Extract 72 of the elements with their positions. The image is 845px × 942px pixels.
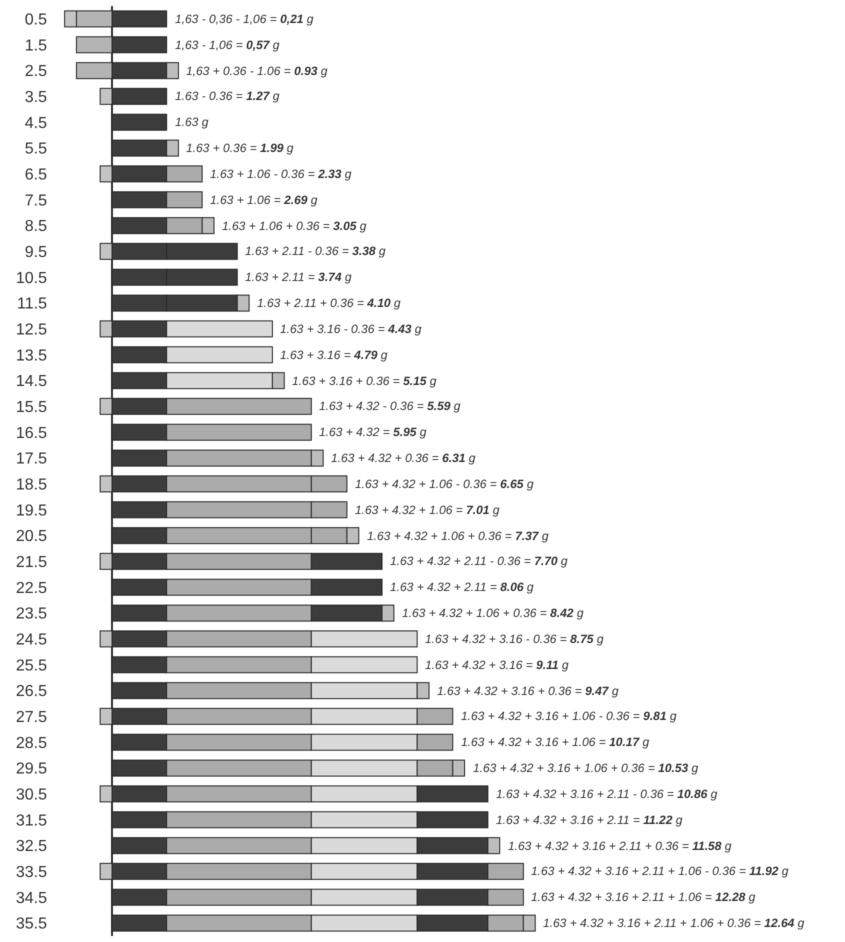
y-tick-label: 22.5 — [16, 580, 48, 597]
y-tick-label: 33.5 — [16, 864, 48, 882]
annotation: 1.63 + 2.11 + 0.36 = 4.10 g — [257, 296, 401, 310]
y-tick-label: 35.5 — [16, 916, 48, 933]
annotation: 1,63 - 0,36 - 1,06 = 0,21 g — [175, 12, 314, 26]
y-tick-label: 1.5 — [24, 37, 48, 54]
y-tick-label: 19.5 — [16, 502, 48, 520]
y-tick-label: 31.5 — [16, 812, 48, 830]
annotation: 1.63 + 4.32 + 1.06 = 7.01 g — [355, 503, 500, 517]
annotation: 1.63 + 4.32 + 3.16 + 2.11 = 11.22 g — [496, 813, 683, 827]
y-tick-label: 3.5 — [24, 89, 48, 106]
annotation: 1.63 + 4.32 + 3.16 + 1.06 + 0.36 = 10.53 g — [473, 761, 699, 775]
annotation: 1.63 + 3.16 = 4.79 g — [280, 348, 388, 362]
annotation: 1.63 + 4.32 + 3.16 + 0.36 = 9.47 g — [437, 684, 619, 698]
y-tick-label: 21.5 — [16, 554, 48, 572]
y-tick-label: 2.5 — [24, 63, 48, 80]
annotation: 1.63 + 2.11 = 3.74 g — [245, 270, 352, 284]
annotation: 1.63 + 4.32 + 1.06 + 0.36 = 8.42 g — [402, 606, 584, 620]
y-tick-label: 29.5 — [16, 760, 48, 778]
y-tick-label: 26.5 — [16, 683, 48, 700]
y-tick-label: 8.5 — [24, 218, 48, 236]
y-tick-label: 17.5 — [16, 450, 48, 468]
y-tick-label: 25.5 — [16, 657, 48, 674]
annotation: 1.63 + 0.36 = 1.99 g — [186, 141, 294, 155]
annotation: 1,63 - 1,06 = 0,57 g — [175, 38, 280, 52]
annotation: 1,63 + 0.36 - 1.06 = 0.93 g — [186, 64, 328, 78]
annotation: 1.63 + 4.32 + 3.16 - 0.36 = 8.75 g — [425, 632, 604, 646]
y-tick-label: 5.5 — [24, 140, 48, 158]
annotation: 1.63 + 4.32 + 3.16 + 2.11 + 0.36 = 11.58 g — [508, 839, 732, 853]
y-tick-label: 12.5 — [16, 322, 48, 339]
annotation: 1.63 + 3.16 + 0.36 = 5.15 g — [292, 374, 437, 388]
y-tick-label: 16.5 — [16, 424, 48, 442]
annotation: 1.63 + 1.06 - 0.36 = 2.33 g — [210, 167, 352, 181]
annotation: 1.63 + 1.06 = 2.69 g — [210, 193, 318, 207]
y-tick-label: 18.5 — [16, 476, 48, 494]
annotation: 1.63 + 4.32 + 0.36 = 6.31 g — [331, 451, 476, 465]
annotation: 1.63 + 4.32 + 3.16 + 2.11 - 0.36 = 10.86 g — [496, 787, 718, 801]
annotation: 1.63 + 4.32 + 3.16 + 1.06 - 0.36 = 9.81 g — [461, 709, 677, 723]
annotation: 1.63 + 1.06 + 0.36 = 3.05 g — [222, 219, 367, 233]
y-tick-label: 6.5 — [24, 166, 48, 184]
y-tick-label: 32.5 — [16, 838, 48, 856]
annotation: 1.63 g — [175, 115, 209, 129]
y-tick-label: 0.5 — [24, 12, 48, 29]
y-tick-label: 14.5 — [16, 373, 48, 390]
annotation: 1.63 + 4.32 + 3.16 + 2.11 + 1.06 - 0.36 = 11.92 g — [531, 864, 789, 878]
y-tick-label: 11.5 — [17, 296, 48, 313]
annotation: 1.63 + 4.32 + 3.16 + 1.06 = 10.17 g — [461, 735, 650, 749]
y-tick-label: 15.5 — [16, 399, 48, 416]
annotation: 1.63 + 4.32 + 1.06 + 0.36 = 7.37 g — [367, 529, 549, 543]
y-tick-label: 34.5 — [16, 890, 48, 907]
annotation: 1.63 + 3.16 - 0.36 = 4.43 g — [280, 322, 422, 336]
annotation: 1.63 + 4.32 + 2.11 = 8.06 g — [390, 580, 534, 594]
y-tick-label: 24.5 — [16, 632, 48, 649]
annotation: 1.63 + 4.32 + 2.11 - 0.36 = 7.70 g — [390, 554, 568, 568]
y-tick-label: 4.5 — [24, 114, 48, 132]
y-tick-label: 10.5 — [16, 270, 48, 287]
y-tick-label: 30.5 — [16, 786, 48, 804]
annotation: 1.63 + 4.32 + 3.16 + 2.11 + 1.06 + 0.36 = 12.64 g — [543, 916, 805, 930]
y-tick-label: 28.5 — [16, 734, 48, 752]
annotation: 1.63 + 4.32 - 0.36 = 5.59 g — [319, 399, 461, 413]
y-tick-label: 27.5 — [16, 709, 48, 726]
annotation: 1.63 + 2.11 - 0.36 = 3.38 g — [245, 244, 386, 258]
y-tick-label: 20.5 — [16, 528, 48, 546]
annotation: 1.63 + 4.32 + 3.16 = 9.11 g — [425, 658, 569, 672]
annotation: 1.63 + 4.32 + 1.06 - 0.36 = 6.65 g — [355, 477, 534, 491]
y-tick-label: 23.5 — [16, 606, 48, 623]
y-tick-label: 13.5 — [16, 347, 48, 364]
annotation: 1.63 + 4.32 + 3.16 + 2.11 + 1.06 = 12.28 g — [531, 890, 756, 904]
y-tick-label: 7.5 — [24, 192, 48, 210]
y-tick-label: 9.5 — [24, 244, 48, 262]
annotation: 1.63 - 0.36 = 1.27 g — [175, 89, 280, 103]
annotation: 1.63 + 4.32 = 5.95 g — [319, 425, 427, 439]
